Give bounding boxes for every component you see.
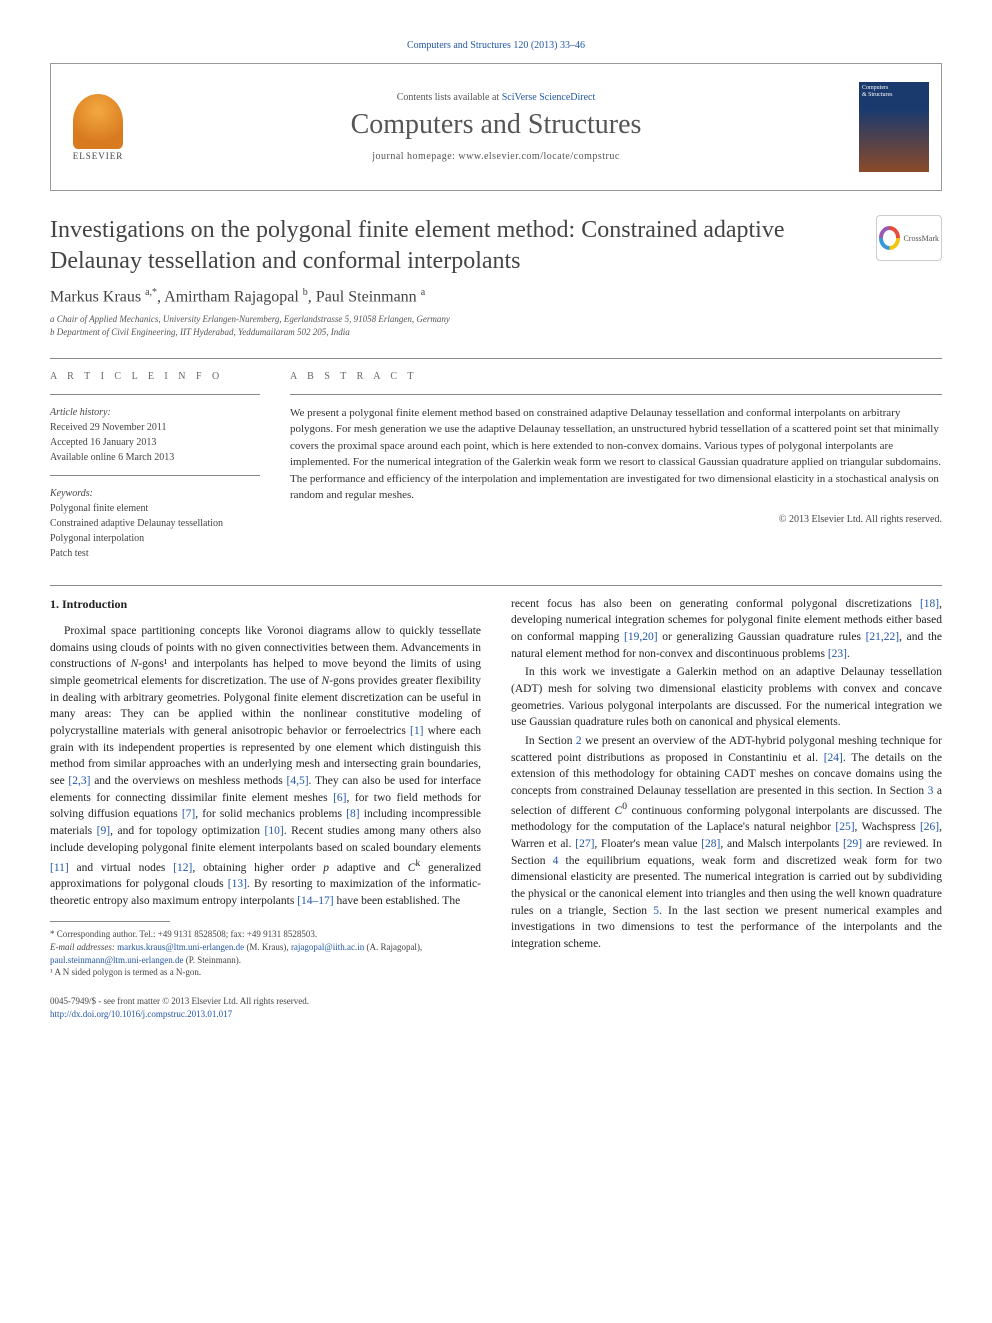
- history-received: Received 29 November 2011: [50, 420, 260, 435]
- journal-homepage: journal homepage: www.elsevier.com/locat…: [133, 151, 859, 162]
- body-column-right: recent focus has also been on generating…: [511, 596, 942, 1021]
- homepage-prefix: journal homepage:: [372, 151, 458, 162]
- keyword: Constrained adaptive Delaunay tessellati…: [50, 516, 260, 531]
- journal-cover-thumbnail[interactable]: Computers & Structures: [859, 82, 929, 172]
- journal-title: Computers and Structures: [133, 109, 859, 141]
- body-paragraph: In Section 2 we present an overview of t…: [511, 733, 942, 953]
- homepage-url[interactable]: www.elsevier.com/locate/compstruc: [458, 151, 619, 162]
- article-info-heading: A R T I C L E I N F O: [50, 369, 260, 384]
- crossmark-icon: [879, 226, 900, 250]
- keyword: Patch test: [50, 546, 260, 561]
- keywords-label: Keywords:: [50, 486, 260, 501]
- bottom-bar: 0045-7949/$ - see front matter © 2013 El…: [50, 995, 481, 1021]
- elsevier-tree-icon: [73, 94, 123, 149]
- divider-body: [50, 585, 942, 586]
- abstract-copyright: © 2013 Elsevier Ltd. All rights reserved…: [290, 512, 942, 527]
- history-accepted: Accepted 16 January 2013: [50, 435, 260, 450]
- doi-link[interactable]: http://dx.doi.org/10.1016/j.compstruc.20…: [50, 1009, 232, 1019]
- footnotes: * Corresponding author. Tel.: +49 9131 8…: [50, 928, 481, 978]
- keyword: Polygonal finite element: [50, 501, 260, 516]
- info-divider-1: [50, 394, 260, 395]
- footnote-separator: [50, 921, 170, 922]
- elsevier-label: ELSEVIER: [73, 151, 124, 161]
- body-paragraph: recent focus has also been on generating…: [511, 596, 942, 663]
- affiliation-a: a Chair of Applied Mechanics, University…: [50, 313, 942, 327]
- history-label: Article history:: [50, 405, 260, 420]
- body-paragraph: Proximal space partitioning concepts lik…: [50, 623, 481, 909]
- contents-prefix: Contents lists available at: [397, 92, 502, 103]
- email-link[interactable]: paul.steinmann@ltm.uni-erlangen.de: [50, 955, 184, 965]
- abstract-heading: A B S T R A C T: [290, 369, 942, 384]
- crossmark-label: CrossMark: [903, 234, 939, 243]
- email-name: (M. Kraus),: [244, 942, 291, 952]
- journal-header: ELSEVIER Contents lists available at Sci…: [50, 63, 942, 191]
- section-1-heading: 1. Introduction: [50, 596, 481, 613]
- email-name: (A. Rajagopal),: [364, 942, 422, 952]
- footnote-1: ¹ A N sided polygon is termed as a N-gon…: [50, 966, 481, 979]
- email-link[interactable]: markus.kraus@ltm.uni-erlangen.de: [117, 942, 244, 952]
- authors-line: Markus Kraus a,*, Amirtham Rajagopal b, …: [50, 287, 942, 306]
- corresponding-author-note: * Corresponding author. Tel.: +49 9131 8…: [50, 928, 481, 941]
- elsevier-logo[interactable]: ELSEVIER: [63, 82, 133, 172]
- abstract-text: We present a polygonal finite element me…: [290, 405, 942, 504]
- divider-top: [50, 358, 942, 359]
- keyword: Polygonal interpolation: [50, 531, 260, 546]
- sciencedirect-link[interactable]: SciVerse ScienceDirect: [502, 92, 596, 103]
- front-matter-line: 0045-7949/$ - see front matter © 2013 El…: [50, 995, 481, 1008]
- body-column-left: 1. Introduction Proximal space partition…: [50, 596, 481, 1021]
- affiliations: a Chair of Applied Mechanics, University…: [50, 313, 942, 340]
- contents-line: Contents lists available at SciVerse Sci…: [133, 92, 859, 103]
- info-divider-2: [50, 475, 260, 476]
- email-label: E-mail addresses:: [50, 942, 117, 952]
- journal-issue-link[interactable]: Computers and Structures 120 (2013) 33–4…: [50, 40, 942, 51]
- history-online: Available online 6 March 2013: [50, 450, 260, 465]
- article-title: Investigations on the polygonal finite e…: [50, 215, 866, 277]
- affiliation-b: b Department of Civil Engineering, IIT H…: [50, 326, 942, 340]
- email-link[interactable]: rajagopal@iith.ac.in: [291, 942, 364, 952]
- email-line: E-mail addresses: markus.kraus@ltm.uni-e…: [50, 941, 481, 966]
- cover-text-1: Computers: [862, 85, 926, 92]
- crossmark-badge[interactable]: CrossMark: [876, 215, 942, 261]
- email-name: (P. Steinmann).: [184, 955, 242, 965]
- abstract-divider: [290, 394, 942, 395]
- cover-text-2: & Structures: [862, 92, 926, 99]
- body-paragraph: In this work we investigate a Galerkin m…: [511, 664, 942, 731]
